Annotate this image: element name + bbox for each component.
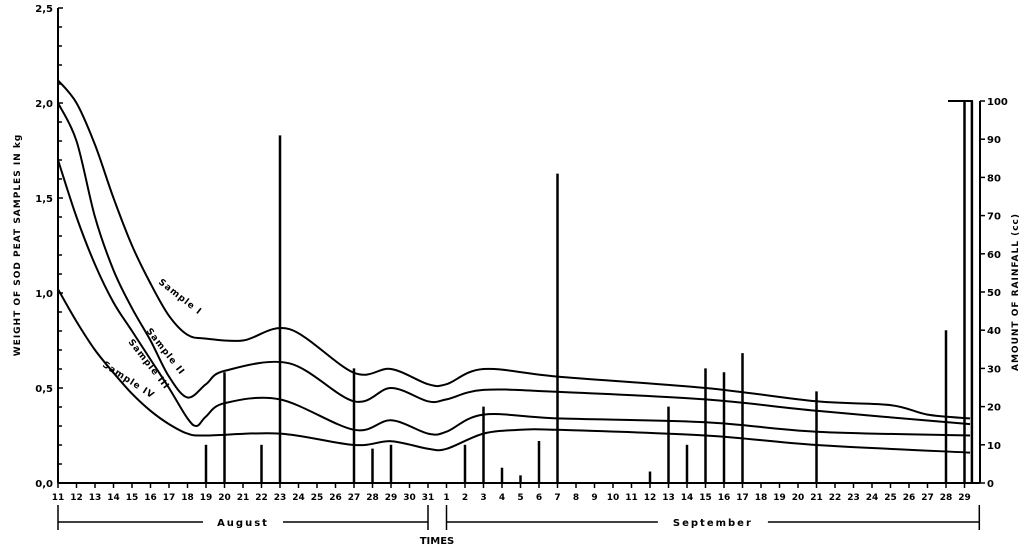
series-line-sample-2 (57, 102, 971, 426)
x-tick-label: 28 (940, 493, 953, 503)
month-label: August (217, 518, 269, 529)
x-tick-label: 3 (480, 493, 486, 503)
x-tick-label: 20 (792, 493, 805, 503)
labels: WEIGHT OF SOD PEAT SAMPLES IN kg AMOUNT … (13, 134, 1021, 547)
x-tick-label: 18 (181, 493, 194, 503)
x-tick-label: 11 (52, 493, 65, 503)
x-tick-label: 16 (718, 493, 731, 503)
axes: 0,0 0,5 1,0 1,5 2,0 2,5 0 10 20 30 40 50 60 70 80 90 100… (35, 4, 1008, 530)
y-tick-label: 1,0 (35, 289, 53, 300)
y2-tick-label: 0 (987, 479, 994, 490)
y-tick-label: 0,0 (35, 479, 53, 490)
x-tick-label: 4 (499, 493, 505, 503)
y2-tick-label: 10 (987, 441, 1001, 452)
x-tick-label: 19 (200, 493, 213, 503)
x-tick-label: 11 (625, 493, 638, 503)
x-tick-label: 29 (958, 493, 971, 503)
x-tick-label: 5 (517, 493, 523, 503)
x-tick-label: 24 (292, 493, 305, 503)
y-tick-label: 2,0 (35, 99, 53, 110)
x-tick-label: 12 (644, 493, 657, 503)
x-tick-label: 18 (755, 493, 768, 503)
x-tick-label: 7 (554, 493, 560, 503)
y2-tick-label: 20 (987, 403, 1001, 414)
rainfall-bars (204, 100, 974, 483)
y2-tick-label: 50 (987, 288, 1001, 299)
x-tick-label: 10 (607, 493, 620, 503)
x-tick-label: 23 (274, 493, 287, 503)
x-tick-label: 20 (218, 493, 231, 503)
x-tick-label: 8 (573, 493, 579, 503)
y-tick-label: 1,5 (35, 194, 53, 205)
y2-tick-label: 70 (987, 212, 1001, 223)
x-tick-label: 28 (366, 493, 379, 503)
x-tick-label: 14 (681, 493, 694, 503)
x-tick-label: 2 (462, 493, 468, 503)
series-line-sample-4 (57, 288, 971, 454)
x-tick-label: 1 (443, 493, 449, 503)
x-tick-label: 22 (255, 493, 268, 503)
y2-tick-label: 40 (987, 326, 1001, 337)
x-tick-label: 27 (921, 493, 934, 503)
x-tick-label: 21 (237, 493, 250, 503)
y2-tick-label: 100 (987, 97, 1008, 108)
y2-tick-label: 60 (987, 250, 1001, 261)
y-tick-label: 0,5 (35, 384, 53, 395)
x-tick-label: 12 (70, 493, 83, 503)
x-tick-label: 25 (311, 493, 324, 503)
y-axis-label: WEIGHT OF SOD PEAT SAMPLES IN kg (13, 134, 23, 357)
y2-tick-label: 90 (987, 135, 1001, 146)
x-tick-label: 26 (903, 493, 916, 503)
x-tick-label: 25 (884, 493, 897, 503)
x-tick-label: 9 (591, 493, 597, 503)
y2-tick-label: 30 (987, 364, 1001, 375)
x-tick-label: 22 (829, 493, 842, 503)
x-tick-label: 17 (163, 493, 176, 503)
x-tick-label: 23 (847, 493, 860, 503)
x-tick-label: 30 (403, 493, 416, 503)
x-tick-label: 16 (144, 493, 157, 503)
x-tick-label: 31 (422, 493, 435, 503)
x-tick-label: 13 (662, 493, 675, 503)
x-tick-label: 13 (89, 493, 102, 503)
x-tick-label: 14 (107, 493, 120, 503)
series-label-sample-i: Sample I (156, 277, 203, 317)
x-tick-label: 19 (773, 493, 786, 503)
y2-tick-label: 80 (987, 173, 1001, 184)
x-tick-label: 26 (329, 493, 342, 503)
sample-lines (57, 79, 971, 454)
y-tick-label: 2,5 (35, 4, 53, 15)
x-tick-label: 24 (866, 493, 879, 503)
y2-axis-label: AMOUNT OF RAINFALL (cc) (1011, 213, 1021, 371)
x-tick-label: 6 (536, 493, 542, 503)
x-tick-label: 29 (385, 493, 398, 503)
x-tick-label: 15 (699, 493, 712, 503)
x-tick-label: 15 (126, 493, 139, 503)
series-line-sample-3 (57, 159, 971, 437)
x-tick-label: 17 (736, 493, 749, 503)
x-tick-label: 27 (348, 493, 361, 503)
month-label: September (673, 518, 753, 529)
x-tick-label: 21 (810, 493, 823, 503)
series-line-sample-1 (57, 79, 971, 420)
x-axis-label: TIMES (420, 536, 455, 547)
